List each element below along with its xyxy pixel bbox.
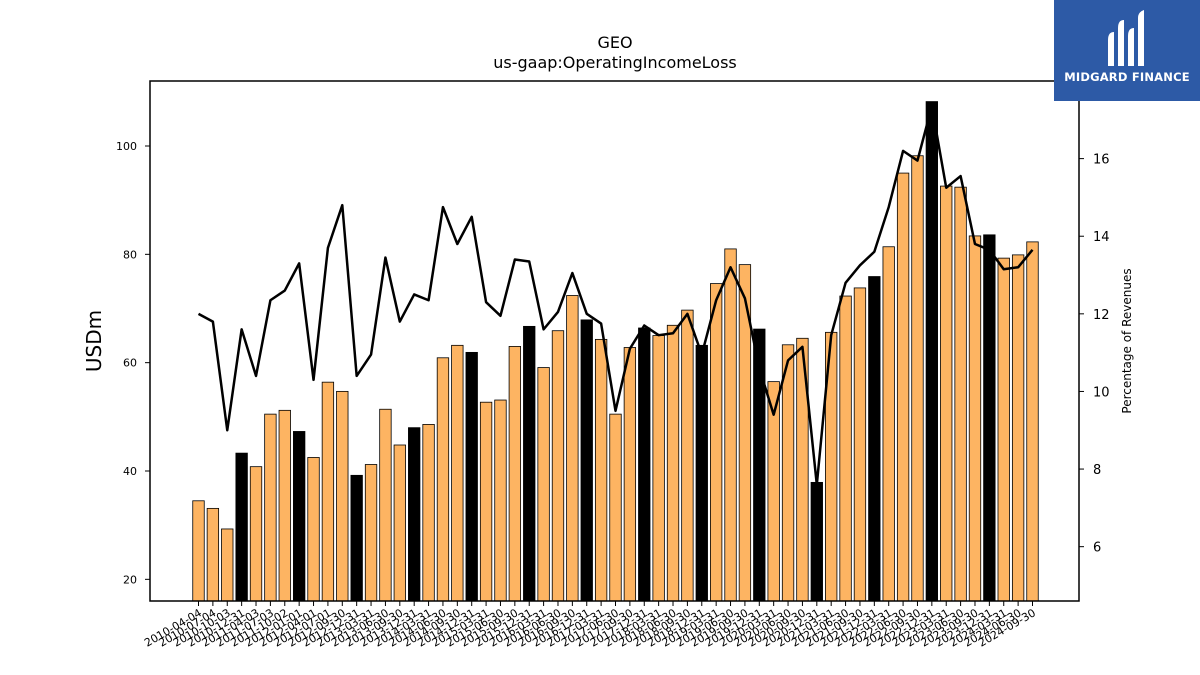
- bar: [494, 399, 507, 602]
- bar: [436, 357, 450, 602]
- bar: [925, 101, 938, 602]
- midgard-logo-icon: [1108, 10, 1144, 66]
- plot-area: 2040608010068101214162010-04-042010-07-0…: [116, 101, 1110, 650]
- bar: [465, 351, 478, 602]
- bar: [1011, 254, 1025, 602]
- bar: [393, 444, 406, 602]
- chart-title: GEO: [597, 33, 632, 52]
- bar: [580, 319, 593, 602]
- bar: [537, 367, 550, 602]
- bar: [652, 335, 665, 602]
- bar: [422, 424, 435, 602]
- bar: [781, 344, 795, 602]
- bar: [666, 324, 680, 602]
- bar: [264, 413, 277, 602]
- bar: [221, 528, 234, 602]
- bar: [623, 347, 637, 602]
- bar: [997, 257, 1010, 602]
- bar: [192, 500, 205, 602]
- bar: [968, 235, 982, 602]
- bar: [695, 344, 708, 602]
- y-tick-label: 100: [116, 140, 137, 153]
- bar: [882, 246, 895, 602]
- bar: [350, 474, 363, 602]
- plot-frame: [149, 80, 1080, 602]
- bar: [551, 330, 565, 602]
- bar: [896, 172, 910, 602]
- bar: [609, 413, 622, 602]
- bar: [954, 186, 967, 602]
- y2-axis-label: Percentage of Revenues: [1120, 268, 1134, 413]
- bar: [451, 344, 464, 602]
- bar: [278, 409, 291, 602]
- y2-tick-label: 12: [1093, 308, 1110, 323]
- y2-tick-label: 14: [1093, 230, 1110, 245]
- bar: [724, 248, 737, 602]
- bar: [364, 464, 378, 602]
- bar: [868, 276, 881, 602]
- bar: [710, 283, 723, 602]
- chart-subtitle: us-gaap:OperatingIncomeLoss: [493, 53, 737, 72]
- brand-logo-text: MIDGARD FINANCE: [1064, 70, 1190, 84]
- bar: [523, 325, 536, 602]
- y-tick-label: 20: [123, 573, 137, 586]
- y-tick-label: 80: [123, 248, 137, 261]
- y2-tick-label: 8: [1093, 463, 1101, 478]
- bar: [1026, 241, 1039, 602]
- bar: [508, 346, 521, 602]
- bar: [307, 457, 320, 602]
- bar: [853, 287, 867, 602]
- y2-tick-label: 6: [1093, 541, 1101, 556]
- bar: [206, 507, 220, 602]
- bar: [321, 381, 335, 602]
- bar: [638, 327, 651, 602]
- bar: [566, 295, 579, 602]
- y-axis-label: USDm: [82, 310, 106, 372]
- bar: [810, 481, 823, 602]
- bar: [379, 408, 392, 602]
- bar: [408, 427, 421, 602]
- bar: [839, 295, 852, 602]
- y2-tick-label: 16: [1093, 153, 1110, 168]
- y2-tick-label: 10: [1093, 385, 1110, 400]
- bar: [336, 390, 349, 602]
- bar: [293, 431, 306, 602]
- y-tick-label: 40: [123, 465, 137, 478]
- bar: [911, 155, 924, 602]
- bar: [594, 338, 608, 602]
- bar: [681, 309, 694, 602]
- bar: [235, 452, 248, 602]
- bar: [249, 466, 263, 602]
- bar: [983, 234, 996, 602]
- bar: [940, 185, 953, 602]
- brand-logo: MIDGARD FINANCE: [1054, 0, 1200, 101]
- y-tick-label: 60: [123, 357, 137, 370]
- bar: [479, 401, 493, 602]
